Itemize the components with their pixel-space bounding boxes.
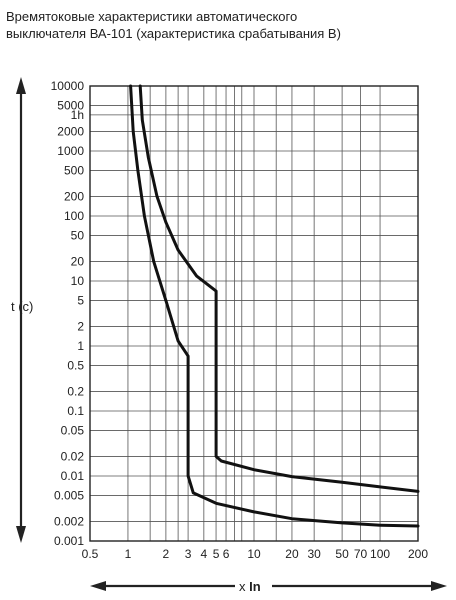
chart-title-line-1: Времятоковые характеристики автоматическ… <box>6 9 298 24</box>
x-tick-label-13: 200 <box>408 547 428 561</box>
y-tick-label-5: 500 <box>64 164 84 178</box>
x-tick-label-10: 50 <box>335 547 349 561</box>
x-tick-label-5: 5 <box>213 547 220 561</box>
y-tick-label-17: 0.05 <box>61 424 85 438</box>
grid <box>89 85 419 542</box>
y-tick-label-1: 5000 <box>57 99 84 113</box>
y-tick-label-21: 0.002 <box>54 514 84 528</box>
series-line-1 <box>129 84 420 528</box>
x-axis-label-prefix: x <box>239 579 249 594</box>
y-axis-arrow <box>16 77 26 543</box>
y-tick-label-20: 0.005 <box>54 489 84 503</box>
y-tick-label-13: 1 <box>77 339 84 353</box>
y-tick-label-3: 2000 <box>57 124 84 138</box>
y-tick-label-0: 10000 <box>51 79 85 93</box>
y-tick-label-18: 0.02 <box>61 449 85 463</box>
y-tick-label-6: 200 <box>64 189 84 203</box>
chart-title: Времятоковые характеристики автоматическ… <box>6 8 446 42</box>
y-tick-label-16: 0.1 <box>67 404 84 418</box>
x-axis-label: x In <box>239 579 261 594</box>
y-tick-label-10: 10 <box>71 274 85 288</box>
x-tick-label-6: 6 <box>223 547 230 561</box>
x-axis-arrow <box>90 581 447 591</box>
x-tick-label-11: 70 <box>354 547 368 561</box>
y-tick-label-8: 50 <box>71 229 85 243</box>
x-tick-labels: 0.5 1 2 3 4 5 6 10 20 30 50 70 100 200 <box>82 547 429 561</box>
x-tick-label-3: 3 <box>185 547 192 561</box>
series-line-2 <box>138 84 420 493</box>
y-axis-label: t (c) <box>11 299 33 314</box>
x-tick-label-2: 2 <box>163 547 170 561</box>
x-tick-label-12: 100 <box>370 547 390 561</box>
x-tick-label-1: 1 <box>125 547 132 561</box>
y-tick-label-12: 2 <box>77 319 84 333</box>
x-tick-label-0: 0.5 <box>82 547 99 561</box>
series-group <box>129 84 420 528</box>
chart-title-line-2: выключателя ВА-101 (характеристика сраба… <box>6 26 341 41</box>
y-tick-label-19: 0.01 <box>61 469 85 483</box>
x-tick-label-9: 30 <box>307 547 321 561</box>
y-tick-label-9: 20 <box>71 254 85 268</box>
x-tick-label-7: 10 <box>247 547 261 561</box>
y-tick-label-14: 0.5 <box>67 359 84 373</box>
y-tick-label-11: 5 <box>77 294 84 308</box>
x-axis-label-unit: In <box>249 579 261 594</box>
y-tick-label-7: 100 <box>64 209 84 223</box>
plot-frame <box>89 85 419 542</box>
y-tick-label-2: 1h <box>71 108 84 122</box>
y-tick-label-15: 0.2 <box>67 384 84 398</box>
y-tick-label-22: 0.001 <box>54 534 84 548</box>
x-tick-label-4: 4 <box>200 547 207 561</box>
y-tick-label-4: 1000 <box>57 144 84 158</box>
x-tick-label-8: 20 <box>285 547 299 561</box>
